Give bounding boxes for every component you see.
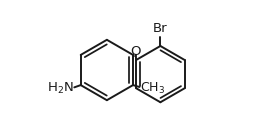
Text: CH$_3$: CH$_3$ [140,81,165,96]
Text: H$_2$N: H$_2$N [47,81,74,96]
Text: O: O [130,45,140,58]
Text: Br: Br [153,22,168,35]
